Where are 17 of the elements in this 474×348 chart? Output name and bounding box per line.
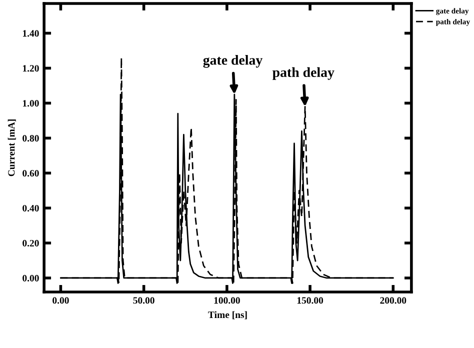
x-tick-label: 200.00 (380, 297, 406, 304)
annotation: gate delay (203, 55, 263, 68)
x-axis-title: Time [ns] (208, 311, 247, 320)
x-tick-label: 100.00 (214, 297, 240, 304)
y-tick-label: 0.40 (22, 204, 39, 212)
y-tick-label: 1.20 (22, 65, 39, 72)
y-tick-label: 0.80 (22, 135, 39, 142)
y-tick-label: 1.40 (22, 30, 39, 37)
y-tick-label: 0.60 (22, 170, 39, 177)
y-tick-label: 0.00 (22, 274, 39, 282)
y-tick-label: 0.20 (22, 240, 39, 247)
annotation: path delay (272, 67, 334, 80)
x-tick-label: 0.00 (52, 297, 69, 304)
x-tick-label: 50.00 (133, 297, 154, 304)
y-axis-title: Current [mA] (8, 120, 16, 176)
x-tick-label: 150.00 (297, 297, 324, 304)
y-tick-label: 1.00 (22, 100, 39, 107)
